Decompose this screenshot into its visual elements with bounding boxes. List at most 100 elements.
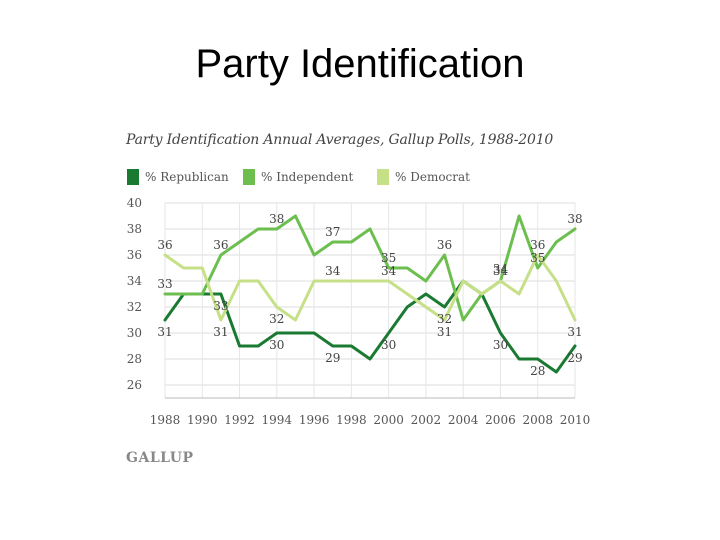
data-point-democrat-1991	[219, 318, 223, 322]
legend-swatch-democrat	[377, 169, 389, 185]
data-point-independent-2002	[424, 279, 428, 283]
data-point-republican-1988	[163, 318, 167, 322]
legend-item-republican: % Republican	[127, 169, 229, 186]
data-point-republican-1993	[256, 344, 260, 348]
data-point-democrat-2004	[461, 279, 465, 283]
data-point-republican-1991	[219, 292, 223, 296]
data-point-independent-2003	[443, 253, 446, 257]
data-point-independent-2009	[555, 240, 558, 244]
data-point-independent-1995	[294, 214, 297, 218]
data-point-republican-2007	[517, 357, 521, 361]
data-point-independent-1996	[312, 253, 316, 257]
x-tick-label-2006: 2006	[485, 413, 516, 427]
data-label-1997-democrat: 34	[325, 264, 341, 278]
data-point-republican-2009	[555, 370, 558, 374]
x-tick-label-1992: 1992	[224, 413, 255, 427]
series-lines	[163, 214, 577, 374]
data-point-democrat-1994	[275, 305, 279, 309]
data-point-democrat-1995	[294, 318, 297, 322]
data-label-1994-democrat: 32	[269, 312, 284, 326]
data-label-2010-independent: 38	[567, 212, 582, 226]
y-tick-label-30: 30	[127, 326, 142, 340]
data-point-democrat-1990	[201, 266, 204, 270]
data-point-democrat-2006	[499, 279, 502, 283]
data-label-2003-democrat: 31	[437, 325, 452, 339]
x-tick-label-1994: 1994	[262, 413, 293, 427]
data-label-2010-democrat: 31	[567, 325, 582, 339]
data-label-1997-independent: 37	[325, 225, 340, 239]
legend-label-independent: % Independent	[261, 170, 354, 184]
data-point-independent-1994	[275, 227, 279, 231]
data-point-independent-1992	[238, 240, 241, 244]
data-point-democrat-2001	[406, 292, 409, 296]
y-tick-label-38: 38	[127, 222, 142, 236]
data-point-democrat-1993	[256, 279, 260, 283]
data-point-republican-1997	[331, 344, 334, 348]
x-tick-label-1988: 1988	[150, 413, 181, 427]
data-point-republican-2010	[573, 344, 577, 348]
data-point-democrat-1997	[331, 279, 334, 283]
data-label-2008-democrat: 35	[530, 251, 545, 265]
y-tick-label-34: 34	[127, 274, 143, 288]
data-label-1991-independent: 36	[213, 238, 228, 252]
data-label-2008-independent: 36	[530, 238, 545, 252]
data-point-republican-1999	[368, 357, 372, 361]
data-label-2000-independent: 35	[381, 251, 396, 265]
y-tick-label-36: 36	[127, 248, 142, 262]
slide-title: Party Identification	[195, 42, 525, 86]
y-axis-ticks: 26 28 30 32 34 36 38 40	[127, 198, 143, 392]
x-tick-label-2008: 2008	[522, 413, 553, 427]
data-point-democrat-2007	[517, 292, 521, 296]
data-point-democrat-2003	[443, 318, 446, 322]
data-point-democrat-1999	[368, 279, 372, 283]
x-tick-label-2010: 2010	[560, 413, 590, 427]
data-point-independent-2008	[536, 266, 539, 270]
x-tick-label-2000: 2000	[373, 413, 404, 427]
data-label-1997-republican: 29	[325, 351, 340, 365]
data-point-republican-2008	[536, 357, 539, 361]
y-tick-label-40: 40	[127, 198, 142, 210]
data-label-1994-independent: 38	[269, 212, 284, 226]
data-point-republican-1992	[238, 344, 241, 348]
data-point-democrat-1988	[163, 253, 167, 257]
legend-label-democrat: % Democrat	[395, 170, 470, 184]
line-chart: 3633313633313832303734293534303632313434…	[127, 198, 590, 427]
y-tick-label-32: 32	[127, 300, 142, 314]
data-point-independent-1998	[350, 240, 353, 244]
x-tick-label-2002: 2002	[411, 413, 442, 427]
gallup-logo: GALLUP	[126, 450, 194, 466]
data-point-republican-1998	[350, 344, 353, 348]
data-point-republican-1995	[294, 331, 297, 335]
data-label-1991-democrat: 31	[213, 325, 228, 339]
data-point-independent-2001	[406, 266, 409, 270]
data-point-democrat-2010	[573, 318, 577, 322]
data-point-republican-1996	[312, 331, 316, 335]
legend-swatch-republican	[127, 169, 139, 185]
legend-item-independent: % Independent	[243, 169, 353, 186]
y-tick-label-28: 28	[127, 352, 142, 366]
x-axis-ticks: 1988 1990 1992 1994 1996 1998 2000 2002 2004 2006…	[150, 413, 590, 427]
data-point-democrat-2008	[536, 253, 539, 257]
data-point-republican-2003	[443, 305, 446, 309]
x-tick-label-1998: 1998	[336, 413, 367, 427]
legend-label-republican: % Republican	[145, 170, 229, 184]
x-tick-label-1996: 1996	[299, 413, 330, 427]
data-label-2006-democrat: 34	[493, 264, 509, 278]
grid	[164, 202, 576, 399]
data-point-independent-1997	[331, 240, 334, 244]
data-point-independent-1990	[201, 292, 204, 296]
legend-swatch-independent	[243, 169, 255, 185]
data-label-2003-independent: 36	[437, 238, 452, 252]
data-point-republican-1994	[275, 331, 279, 335]
data-point-independent-2010	[573, 227, 577, 231]
data-label-1988-independent: 33	[157, 277, 172, 291]
legend-item-democrat: % Democrat	[377, 169, 470, 186]
data-label-2006-republican: 30	[493, 338, 508, 352]
data-point-independent-1999	[368, 227, 372, 231]
data-point-independent-1989	[182, 292, 185, 296]
data-point-democrat-1989	[182, 266, 185, 270]
data-point-independent-2004	[461, 318, 465, 322]
data-label-1994-republican: 30	[269, 338, 284, 352]
data-point-democrat-1998	[350, 279, 353, 283]
data-point-independent-2007	[517, 214, 521, 218]
